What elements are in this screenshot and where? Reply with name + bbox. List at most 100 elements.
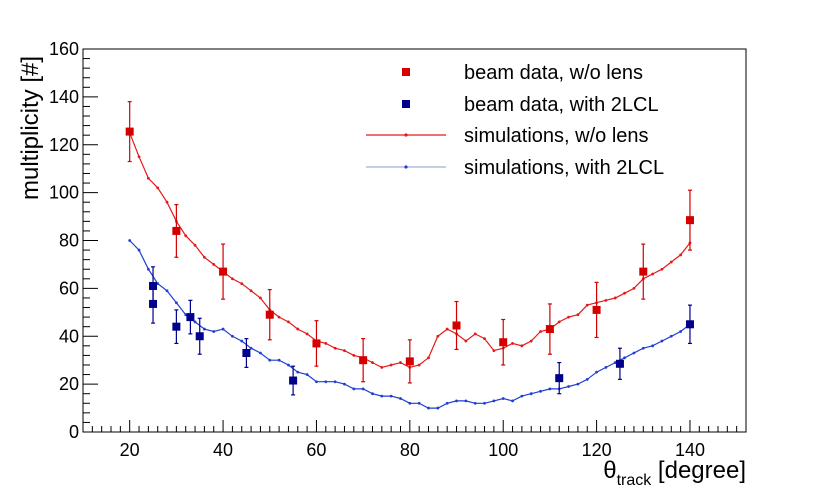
series-line-point (296, 327, 300, 331)
y-tick-label: 120 (49, 135, 79, 155)
x-tick-label: 140 (675, 440, 705, 460)
legend-line-marker (404, 165, 408, 169)
series-line-point (427, 356, 430, 360)
series-line-point (277, 315, 281, 319)
series-line-point (548, 387, 552, 391)
series-line-point (324, 342, 328, 345)
legend-marker (402, 68, 410, 76)
series-line-point (492, 399, 496, 403)
series-line-point (137, 155, 141, 159)
data-point-marker (125, 127, 134, 136)
series-line-point (473, 332, 477, 336)
data-point-marker (545, 325, 554, 334)
series-line-point (520, 344, 524, 348)
legend: beam data, w/o lens beam data, with 2LCL s… (366, 62, 664, 179)
series-line-point (604, 298, 608, 302)
series-line-point (259, 296, 262, 300)
data-point-marker (172, 226, 181, 235)
series-line-point (567, 315, 570, 319)
data-point-marker (359, 356, 368, 365)
series-line-point (231, 277, 234, 281)
series-line-point (483, 401, 486, 405)
series-line-point (287, 363, 290, 367)
series-line-point (576, 382, 580, 386)
y-tick-label: 0 (69, 422, 79, 442)
legend-item-1: beam data, w/o lens (402, 62, 643, 84)
series-line-point (669, 260, 673, 264)
series-line-point (259, 351, 262, 355)
series-line-point (380, 365, 384, 369)
series-line-point (623, 356, 627, 360)
series-line-point (511, 399, 514, 403)
series-line-point (352, 387, 356, 391)
series-line-point (417, 401, 421, 405)
series-line-point (539, 389, 542, 393)
series-line-point (576, 313, 580, 317)
series-points-1 (125, 101, 694, 384)
data-point-marker (186, 313, 195, 322)
series-line-point (660, 339, 664, 343)
series-line-point (268, 358, 272, 362)
x-tick-label: 20 (120, 440, 140, 460)
series-line-point (231, 334, 234, 338)
series-line-point (399, 397, 402, 400)
series-line-point (315, 380, 318, 384)
legend-label: simulations, with 2LCL (464, 157, 664, 179)
series-line-point (165, 200, 169, 204)
data-point-marker (289, 376, 298, 385)
series-line-point (585, 303, 589, 307)
series-line-point (343, 349, 346, 353)
series-line-point (557, 320, 561, 324)
data-point-marker (265, 310, 274, 319)
series-line-point (240, 282, 244, 285)
x-axis: 20 40 60 80 100 120 140 (82, 420, 738, 460)
x-tick-label: 60 (306, 440, 326, 460)
x-axis-title-unit: [degree] (651, 457, 746, 484)
series-line-point (287, 320, 290, 324)
series-line-point (305, 373, 309, 376)
series-line-point (343, 382, 346, 386)
series-line-point (193, 320, 197, 324)
series-line-point (277, 358, 281, 362)
series-line-point (249, 346, 253, 350)
series-line-point (202, 327, 206, 331)
y-tick-label: 20 (59, 374, 79, 394)
y-tick-label: 40 (59, 326, 79, 346)
legend-marker (402, 100, 410, 108)
data-point-marker (685, 320, 694, 329)
series-line-point (380, 394, 384, 398)
series-line-point (212, 330, 216, 333)
series-line-point (473, 401, 477, 405)
data-point-marker (405, 357, 414, 366)
data-point-marker (242, 349, 251, 358)
y-tick-label: 60 (59, 278, 79, 298)
series-line-point (464, 399, 468, 403)
y-tick-label: 140 (49, 87, 79, 107)
series-line-point (604, 365, 608, 369)
series-line-point (427, 406, 430, 410)
series-line-point (501, 397, 505, 400)
x-tick-label: 40 (213, 440, 233, 460)
x-tick-label: 80 (400, 440, 420, 460)
series-line-point (333, 346, 337, 350)
x-tick-label: 120 (582, 440, 612, 460)
data-point-marker (555, 374, 564, 383)
series-4 (128, 239, 692, 410)
x-axis-title: θtrack [degree] (603, 457, 746, 489)
series-line-point (464, 339, 468, 343)
data-point-marker (685, 216, 694, 225)
series-line-point (324, 380, 328, 384)
series-line-point (632, 286, 636, 290)
series-line-point (193, 243, 197, 247)
series-line-point (212, 263, 216, 266)
series-line-point (520, 394, 524, 398)
series-line-point (585, 377, 589, 381)
x-axis-title-subscript: track (617, 472, 653, 489)
series-line-point (613, 296, 617, 300)
series-line-point (567, 385, 570, 388)
series-line-point (333, 380, 337, 384)
series-line-point (389, 363, 393, 367)
data-point-marker (219, 267, 228, 276)
series-line-point (445, 401, 449, 405)
series-line-point (371, 392, 374, 396)
